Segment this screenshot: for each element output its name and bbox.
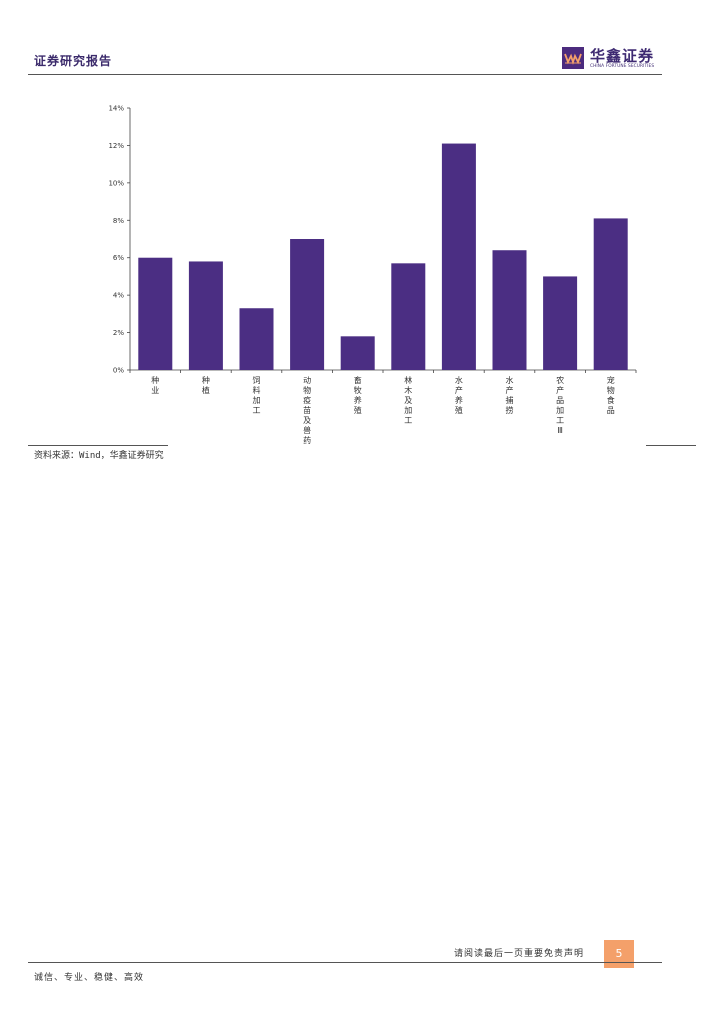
y-tick-label: 2% [113, 329, 124, 337]
y-tick-label: 8% [113, 217, 124, 225]
bar [290, 239, 325, 370]
x-tick-label: 宠物食品 [607, 375, 615, 415]
source-divider-right [646, 445, 696, 446]
y-tick-label: 10% [108, 179, 124, 187]
x-tick-label: 动物疫苗及兽药 [303, 375, 311, 445]
footer-divider [28, 962, 662, 963]
x-tick-label: 水产养殖 [455, 375, 463, 415]
bar [340, 336, 375, 370]
x-tick-label: 种植 [202, 375, 210, 395]
bar [239, 308, 274, 370]
bar [543, 276, 578, 370]
bar-chart: 0% 2% 4% 6% 8% 10% 12% 14% 种业 种植 饲料加工 动物疫苗及兽药 畜牧养殖 林木… [108, 105, 637, 445]
bar [391, 263, 426, 370]
y-tick-label: 12% [108, 142, 124, 150]
logo-text-cn: 华鑫证券 [590, 47, 655, 65]
source-note: 资料来源：Wind，华鑫证券研究 [34, 451, 164, 461]
bar [441, 143, 476, 370]
x-tick-label: 种业 [151, 375, 159, 395]
company-motto: 诚信、专业、稳健、高效 [34, 973, 145, 983]
x-tick-label: 水产捕捞 [506, 375, 514, 415]
y-tick-label: 4% [113, 292, 124, 300]
y-tick-label: 6% [113, 254, 124, 262]
bar [593, 218, 628, 370]
report-title: 证券研究报告 [34, 54, 113, 68]
logo-mark-icon [562, 47, 584, 69]
company-logo: 华鑫证券 CHINA FORTUNE SECURITIES [562, 46, 662, 72]
x-tick-label: 畜牧养殖 [354, 375, 362, 415]
logo-text-en: CHINA FORTUNE SECURITIES [590, 64, 655, 69]
bar [492, 250, 527, 370]
source-divider-left [28, 445, 168, 446]
y-tick-label: 14% [108, 105, 124, 113]
x-tick-label: 农产品加工 Ⅲ [556, 375, 564, 435]
disclaimer-link[interactable]: 请阅读最后一页重要免责声明 [454, 949, 585, 959]
y-tick-label: 0% [113, 367, 124, 375]
x-tick-label: 林木及加工 [404, 375, 412, 425]
page-number: 5 [604, 940, 634, 968]
bar [188, 261, 223, 370]
bar [138, 257, 173, 370]
x-tick-label: 饲料加工 [253, 375, 261, 415]
header-divider [28, 74, 662, 75]
